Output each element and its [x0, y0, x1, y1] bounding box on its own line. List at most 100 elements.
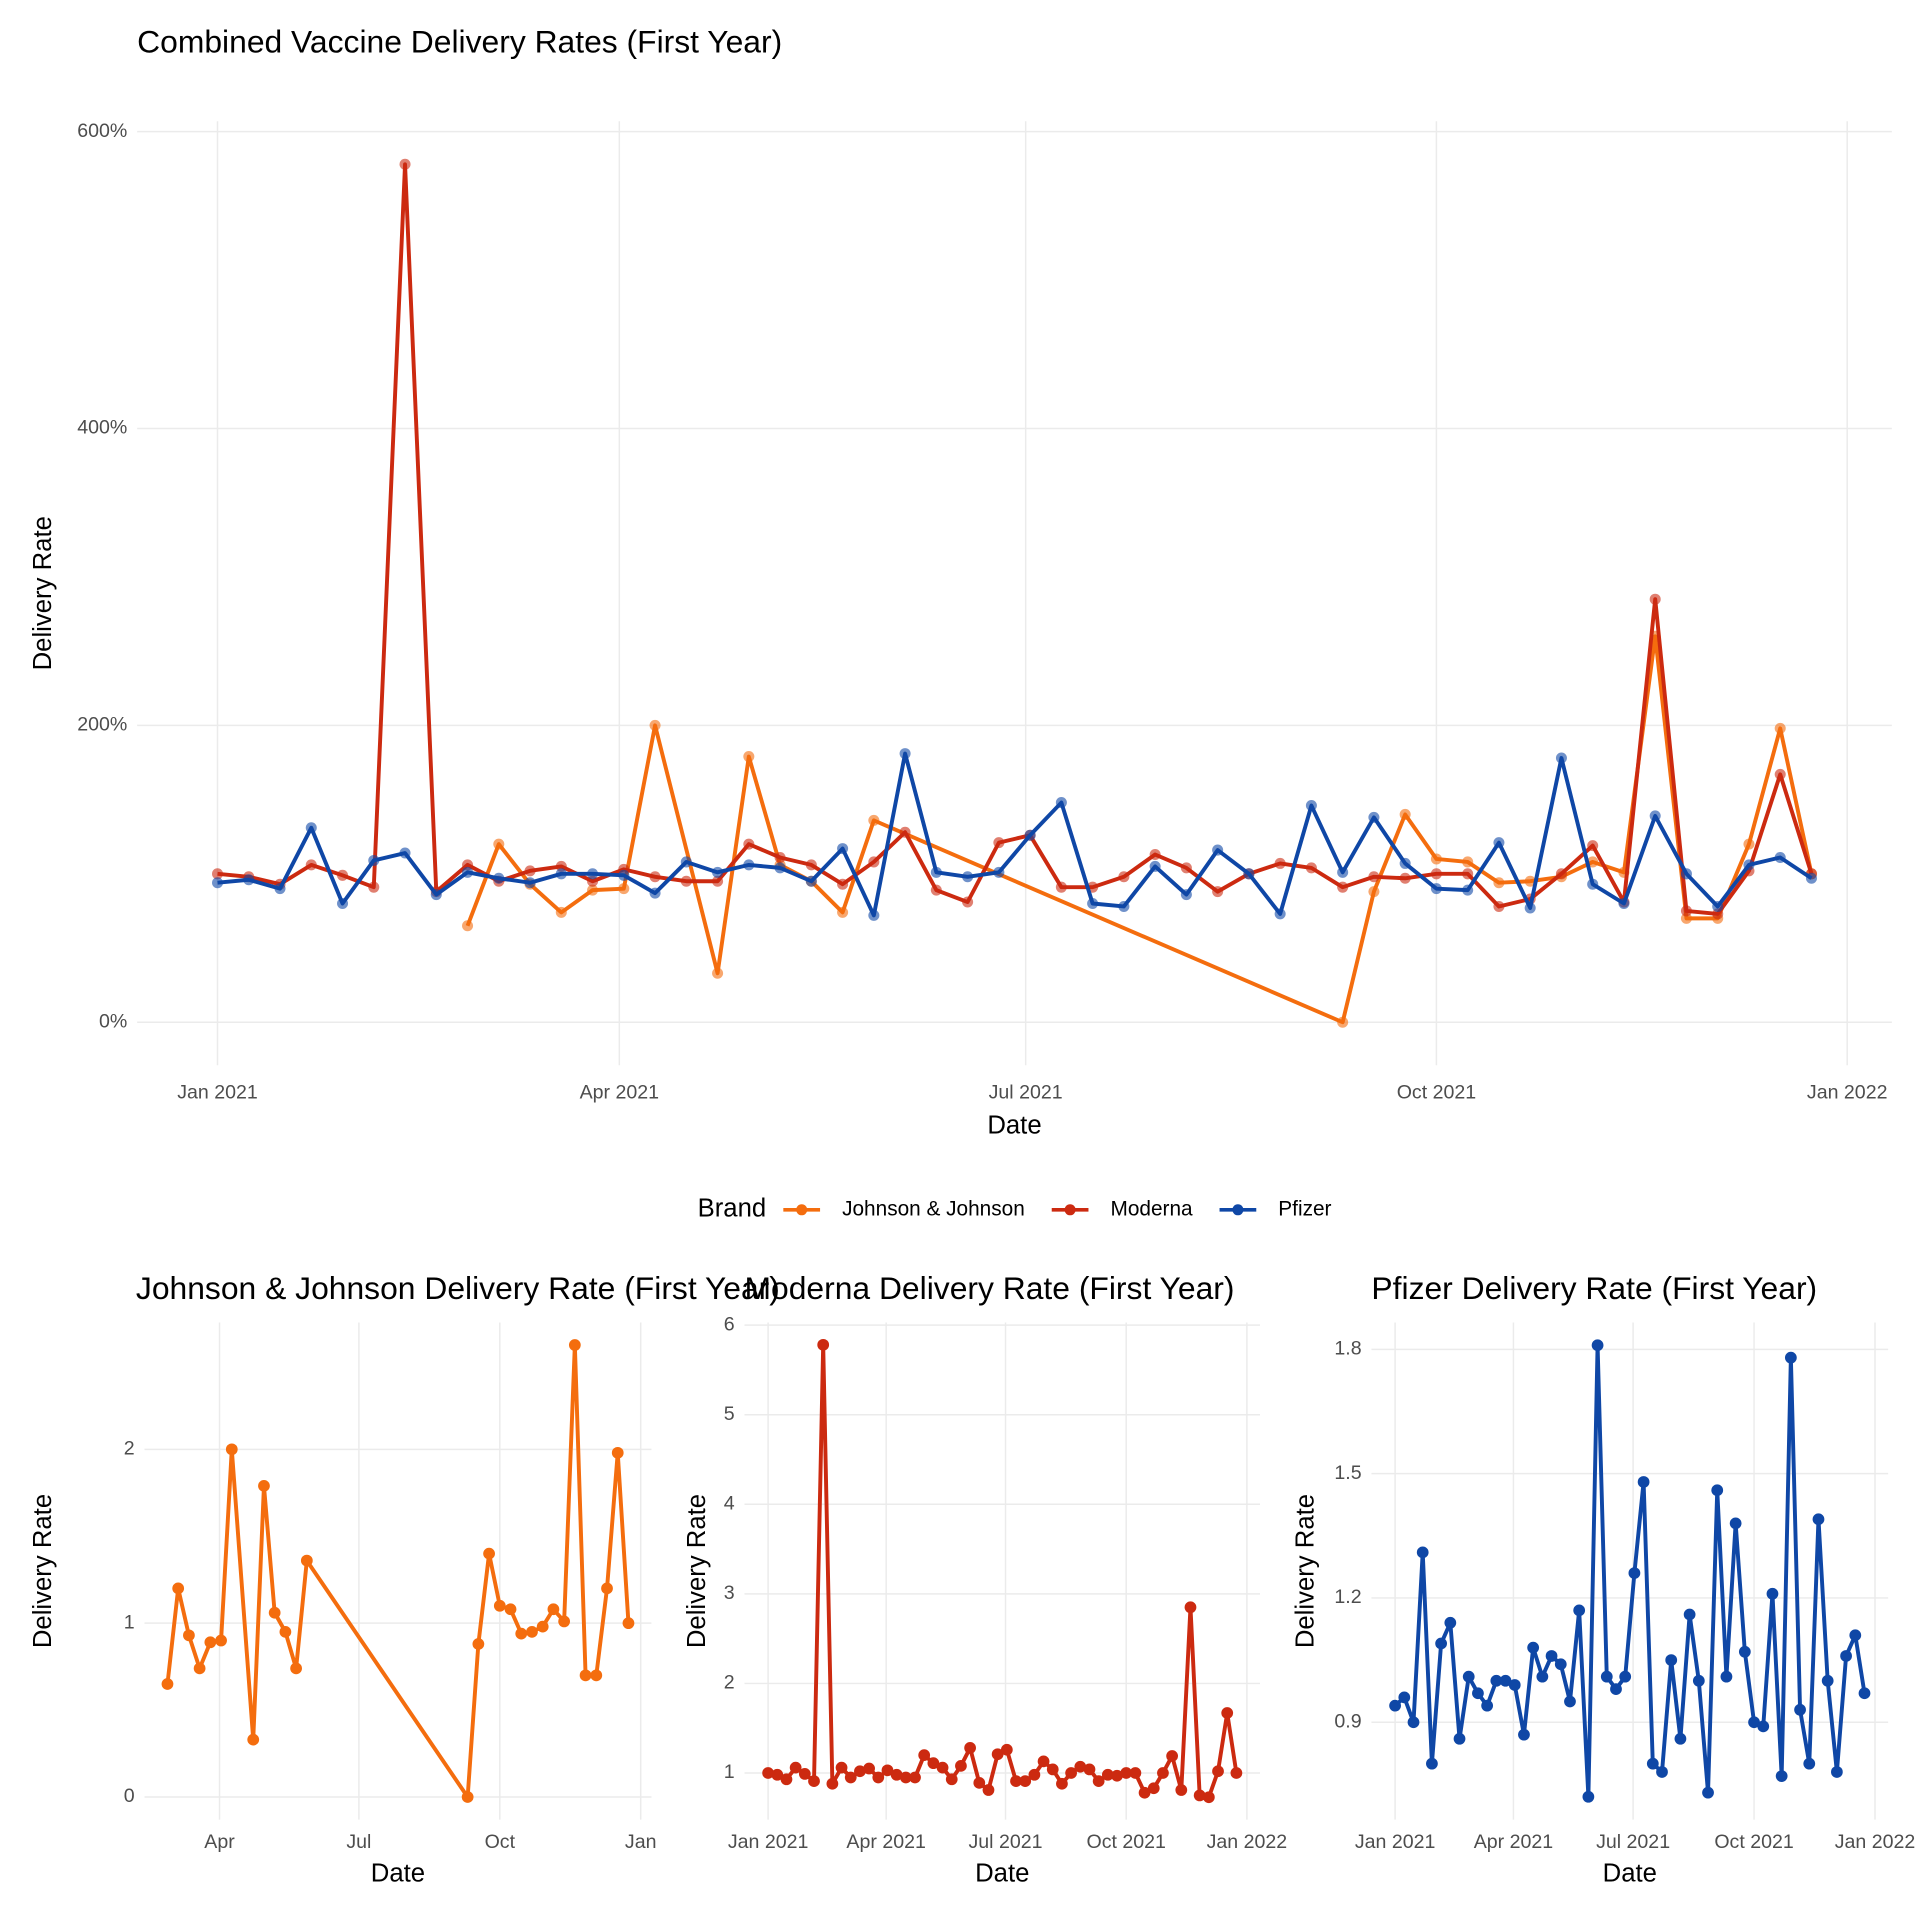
data-point — [1212, 844, 1224, 856]
data-point — [601, 1582, 613, 1595]
data-point — [1037, 1755, 1050, 1768]
data-point — [1462, 868, 1474, 880]
data-point — [1794, 1703, 1806, 1716]
x-tick-label: Apr 2021 — [846, 1831, 925, 1853]
x-tick-label: Jan 2021 — [728, 1831, 809, 1853]
data-point — [1748, 1716, 1760, 1729]
data-point — [868, 909, 880, 921]
data-point — [258, 1479, 270, 1492]
data-point — [1055, 881, 1067, 893]
data-point — [1665, 1654, 1678, 1666]
data-point — [1774, 851, 1786, 863]
data-point — [1618, 897, 1630, 910]
data-point — [1074, 1760, 1087, 1773]
data-point — [1493, 837, 1505, 849]
data-point — [1766, 1587, 1779, 1600]
x-tick-label: Oct 2021 — [1714, 1831, 1793, 1853]
data-point — [1805, 872, 1817, 884]
data-point — [493, 1599, 506, 1612]
data-point — [1389, 1699, 1401, 1712]
data-point — [1683, 1608, 1696, 1621]
data-point — [1757, 1720, 1770, 1733]
data-point — [808, 1775, 820, 1787]
data-point — [587, 884, 599, 896]
data-point — [1812, 1513, 1825, 1526]
legend-key-point — [1064, 1204, 1076, 1216]
data-point — [1711, 1484, 1724, 1497]
data-point — [430, 889, 442, 901]
data-point — [1024, 829, 1036, 841]
data-point — [1493, 900, 1505, 912]
data-point — [837, 878, 849, 890]
data-point — [1129, 1767, 1142, 1779]
data-point — [305, 859, 317, 871]
data-point — [183, 1629, 195, 1642]
data-point — [1821, 1674, 1834, 1687]
data-point — [837, 906, 849, 918]
data-point — [212, 877, 224, 889]
data-point — [524, 865, 536, 877]
data-point — [955, 1759, 967, 1772]
y-tick-label: 600% — [77, 120, 127, 142]
data-point — [1674, 1732, 1687, 1745]
data-point — [1680, 905, 1692, 917]
data-point — [962, 871, 974, 883]
data-point — [1274, 857, 1286, 869]
data-point — [622, 1617, 635, 1630]
data-point — [1046, 1763, 1059, 1776]
data-point — [1499, 1674, 1512, 1687]
data-point — [1118, 900, 1130, 912]
data-point — [1118, 871, 1130, 883]
y-tick-label: 1 — [124, 1611, 135, 1633]
x-tick-label: Jul 2021 — [1596, 1831, 1670, 1853]
data-point — [1157, 1767, 1169, 1779]
data-point — [1184, 1601, 1197, 1614]
data-point — [1399, 872, 1411, 884]
data-point — [1720, 1670, 1733, 1683]
data-point — [399, 847, 411, 859]
data-point — [868, 856, 880, 868]
data-point — [1692, 1674, 1705, 1687]
y-tick-label: 5 — [724, 1403, 735, 1425]
x-tick-label: Oct — [485, 1831, 516, 1853]
data-point — [863, 1762, 875, 1775]
data-point — [1166, 1750, 1178, 1762]
y-tick-label: 2 — [724, 1672, 735, 1694]
y-tick-label: 1.8 — [1334, 1338, 1361, 1360]
series-line — [217, 751, 1813, 918]
data-point — [680, 856, 692, 868]
legend-title: Brand — [698, 1195, 767, 1223]
x-tick-label: Jan 2022 — [1807, 1082, 1888, 1104]
data-point — [826, 1777, 839, 1790]
data-point — [1680, 868, 1692, 880]
data-point — [835, 1761, 848, 1774]
data-point — [1368, 811, 1380, 823]
data-point — [1416, 1546, 1429, 1559]
y-axis-title: Delivery Rate — [1291, 1494, 1319, 1648]
x-tick-label: Apr — [204, 1831, 235, 1853]
data-point — [1619, 1670, 1632, 1683]
data-point — [1524, 902, 1536, 914]
legend-label: Pfizer — [1278, 1197, 1331, 1220]
data-point — [1508, 1679, 1521, 1691]
data-point — [868, 814, 880, 826]
data-point — [1610, 1683, 1622, 1695]
data-point — [524, 877, 536, 889]
data-point — [579, 1669, 592, 1682]
data-point — [743, 751, 755, 763]
data-point — [1591, 1339, 1604, 1352]
data-point — [1743, 859, 1755, 871]
data-point — [743, 859, 755, 871]
data-point — [555, 868, 567, 880]
data-point — [1180, 889, 1192, 901]
data-point — [1435, 1637, 1447, 1650]
data-point — [1712, 900, 1724, 912]
legend: Brand Johnson & Johnson Moderna Pfizer — [698, 1195, 1332, 1223]
data-point — [982, 1784, 995, 1796]
data-point — [762, 1767, 774, 1779]
series-line — [217, 162, 1814, 916]
y-tick-label: 1.5 — [1334, 1462, 1361, 1484]
data-point — [1212, 886, 1224, 898]
data-point — [1774, 768, 1786, 780]
data-point — [1212, 1765, 1224, 1778]
